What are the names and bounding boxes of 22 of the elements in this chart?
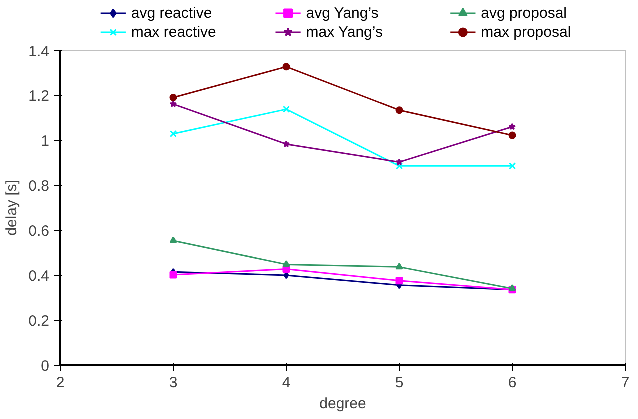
y-tick-label: 1.2 — [28, 88, 50, 105]
x-tick-label: 5 — [395, 374, 404, 392]
x-tick-label: 3 — [169, 374, 178, 392]
legend-label: max Yang’s — [306, 24, 383, 41]
x-axis-title: degree — [320, 396, 366, 412]
legend-label: max reactive — [131, 24, 216, 41]
x-tick-label: 7 — [621, 374, 630, 392]
y-axis-title: delay [s] — [4, 180, 21, 236]
y-tick-label: 0.6 — [28, 223, 50, 240]
y-tick-label: 0.8 — [28, 178, 50, 195]
x-tick-label: 2 — [56, 374, 65, 392]
legend-label: avg Yang’s — [306, 5, 379, 22]
x-tick-label: 4 — [282, 374, 291, 392]
x-tick-label: 6 — [508, 374, 517, 392]
y-tick-label: 0.2 — [28, 313, 50, 330]
legend-label: max proposal — [481, 24, 572, 41]
y-tick-label: 1.4 — [28, 44, 50, 60]
y-tick-label: 1 — [41, 133, 50, 150]
legend-label: avg reactive — [131, 5, 212, 22]
legend-label: avg proposal — [481, 5, 568, 22]
y-tick-label: 0 — [41, 358, 50, 375]
y-tick-label: 0.4 — [28, 268, 50, 285]
